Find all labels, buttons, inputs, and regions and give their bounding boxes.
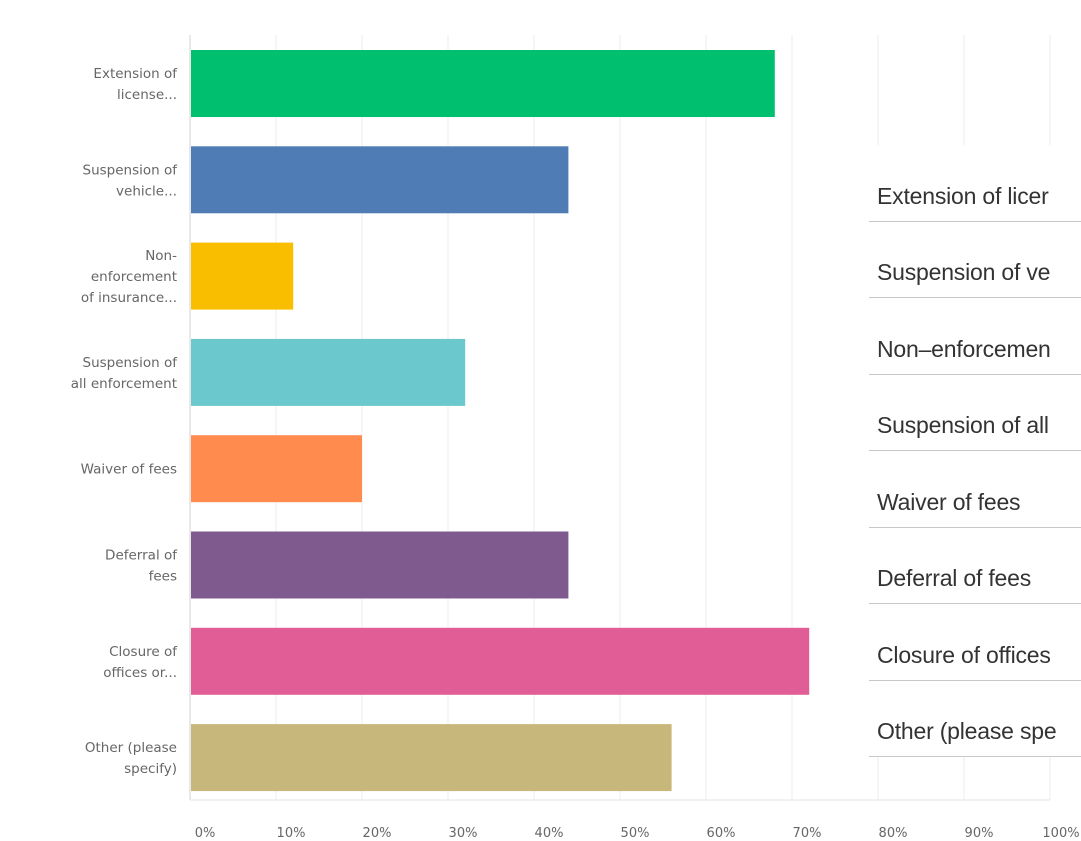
x-tick-label: 0% bbox=[195, 826, 216, 841]
bars bbox=[191, 50, 810, 792]
category-label: vehicle... bbox=[116, 183, 177, 199]
answer-choice-row: Suspension of ve bbox=[869, 222, 1081, 298]
answer-choice-row: Waiver of fees bbox=[869, 451, 1081, 528]
x-tick-label: 90% bbox=[965, 826, 994, 841]
category-label: Waiver of fees bbox=[81, 462, 177, 478]
category-label: specify) bbox=[124, 761, 177, 777]
category-label: Deferral of bbox=[105, 548, 178, 564]
category-label: of insurance... bbox=[81, 290, 177, 306]
x-tick-label: 40% bbox=[535, 826, 564, 841]
bar bbox=[191, 531, 569, 599]
x-tick-label: 50% bbox=[621, 826, 650, 841]
category-label: Closure of bbox=[109, 644, 178, 660]
x-tick-label: 20% bbox=[363, 826, 392, 841]
bar bbox=[191, 724, 672, 792]
answer-choice-label: Suspension of ve bbox=[877, 259, 1051, 285]
category-label: Other (please bbox=[85, 740, 177, 756]
category-label: fees bbox=[149, 569, 177, 585]
answer-choice-row: Closure of offices bbox=[869, 604, 1081, 681]
answer-choice-label: Non–enforcemen bbox=[877, 335, 1051, 362]
answer-choice-row: Non–enforcemen bbox=[869, 298, 1081, 375]
category-label: offices or... bbox=[103, 665, 177, 681]
answer-choice-label: Extension of licer bbox=[877, 182, 1049, 209]
answer-choice-row: Extension of licer bbox=[869, 145, 1081, 222]
category-label: Non- bbox=[145, 248, 177, 264]
bar bbox=[191, 50, 775, 117]
x-tick-labels: 0% 10% 20% 30% 40% 50% 60% 70% 80% 90% 100% bbox=[195, 826, 1080, 841]
answer-choice-label: Waiver of fees bbox=[877, 488, 1021, 515]
bar bbox=[191, 338, 466, 406]
x-tick-label: 10% bbox=[277, 826, 306, 841]
x-tick-label: 100% bbox=[1042, 826, 1079, 841]
answer-choice-label: Suspension of all bbox=[877, 412, 1049, 438]
bar bbox=[191, 435, 362, 503]
bar bbox=[191, 146, 569, 214]
bar bbox=[191, 627, 810, 695]
category-label: Extension of bbox=[93, 66, 178, 82]
category-label: all enforcement bbox=[71, 376, 177, 392]
category-label: license... bbox=[117, 87, 177, 103]
bar bbox=[191, 242, 294, 310]
x-tick-label: 70% bbox=[793, 826, 822, 841]
category-label: Suspension of bbox=[83, 162, 179, 178]
x-tick-label: 60% bbox=[707, 826, 736, 841]
answer-choices-panel: Extension of licer Suspension of ve Non–… bbox=[869, 145, 1081, 757]
answer-choice-label: Deferral of fees bbox=[877, 565, 1032, 591]
x-tick-label: 80% bbox=[879, 826, 908, 841]
category-labels: Extension of license... Suspension of vehic… bbox=[71, 66, 178, 777]
category-label: enforcement bbox=[91, 269, 177, 285]
answer-choice-row: Suspension of all bbox=[869, 375, 1081, 451]
answer-choice-label: Other (please spe bbox=[877, 718, 1057, 744]
x-tick-label: 30% bbox=[449, 826, 478, 841]
category-label: Suspension of bbox=[83, 355, 179, 371]
answer-choice-row: Other (please spe bbox=[869, 681, 1081, 757]
answer-choice-label: Closure of offices bbox=[877, 641, 1051, 668]
answer-choice-row: Deferral of fees bbox=[869, 528, 1081, 604]
